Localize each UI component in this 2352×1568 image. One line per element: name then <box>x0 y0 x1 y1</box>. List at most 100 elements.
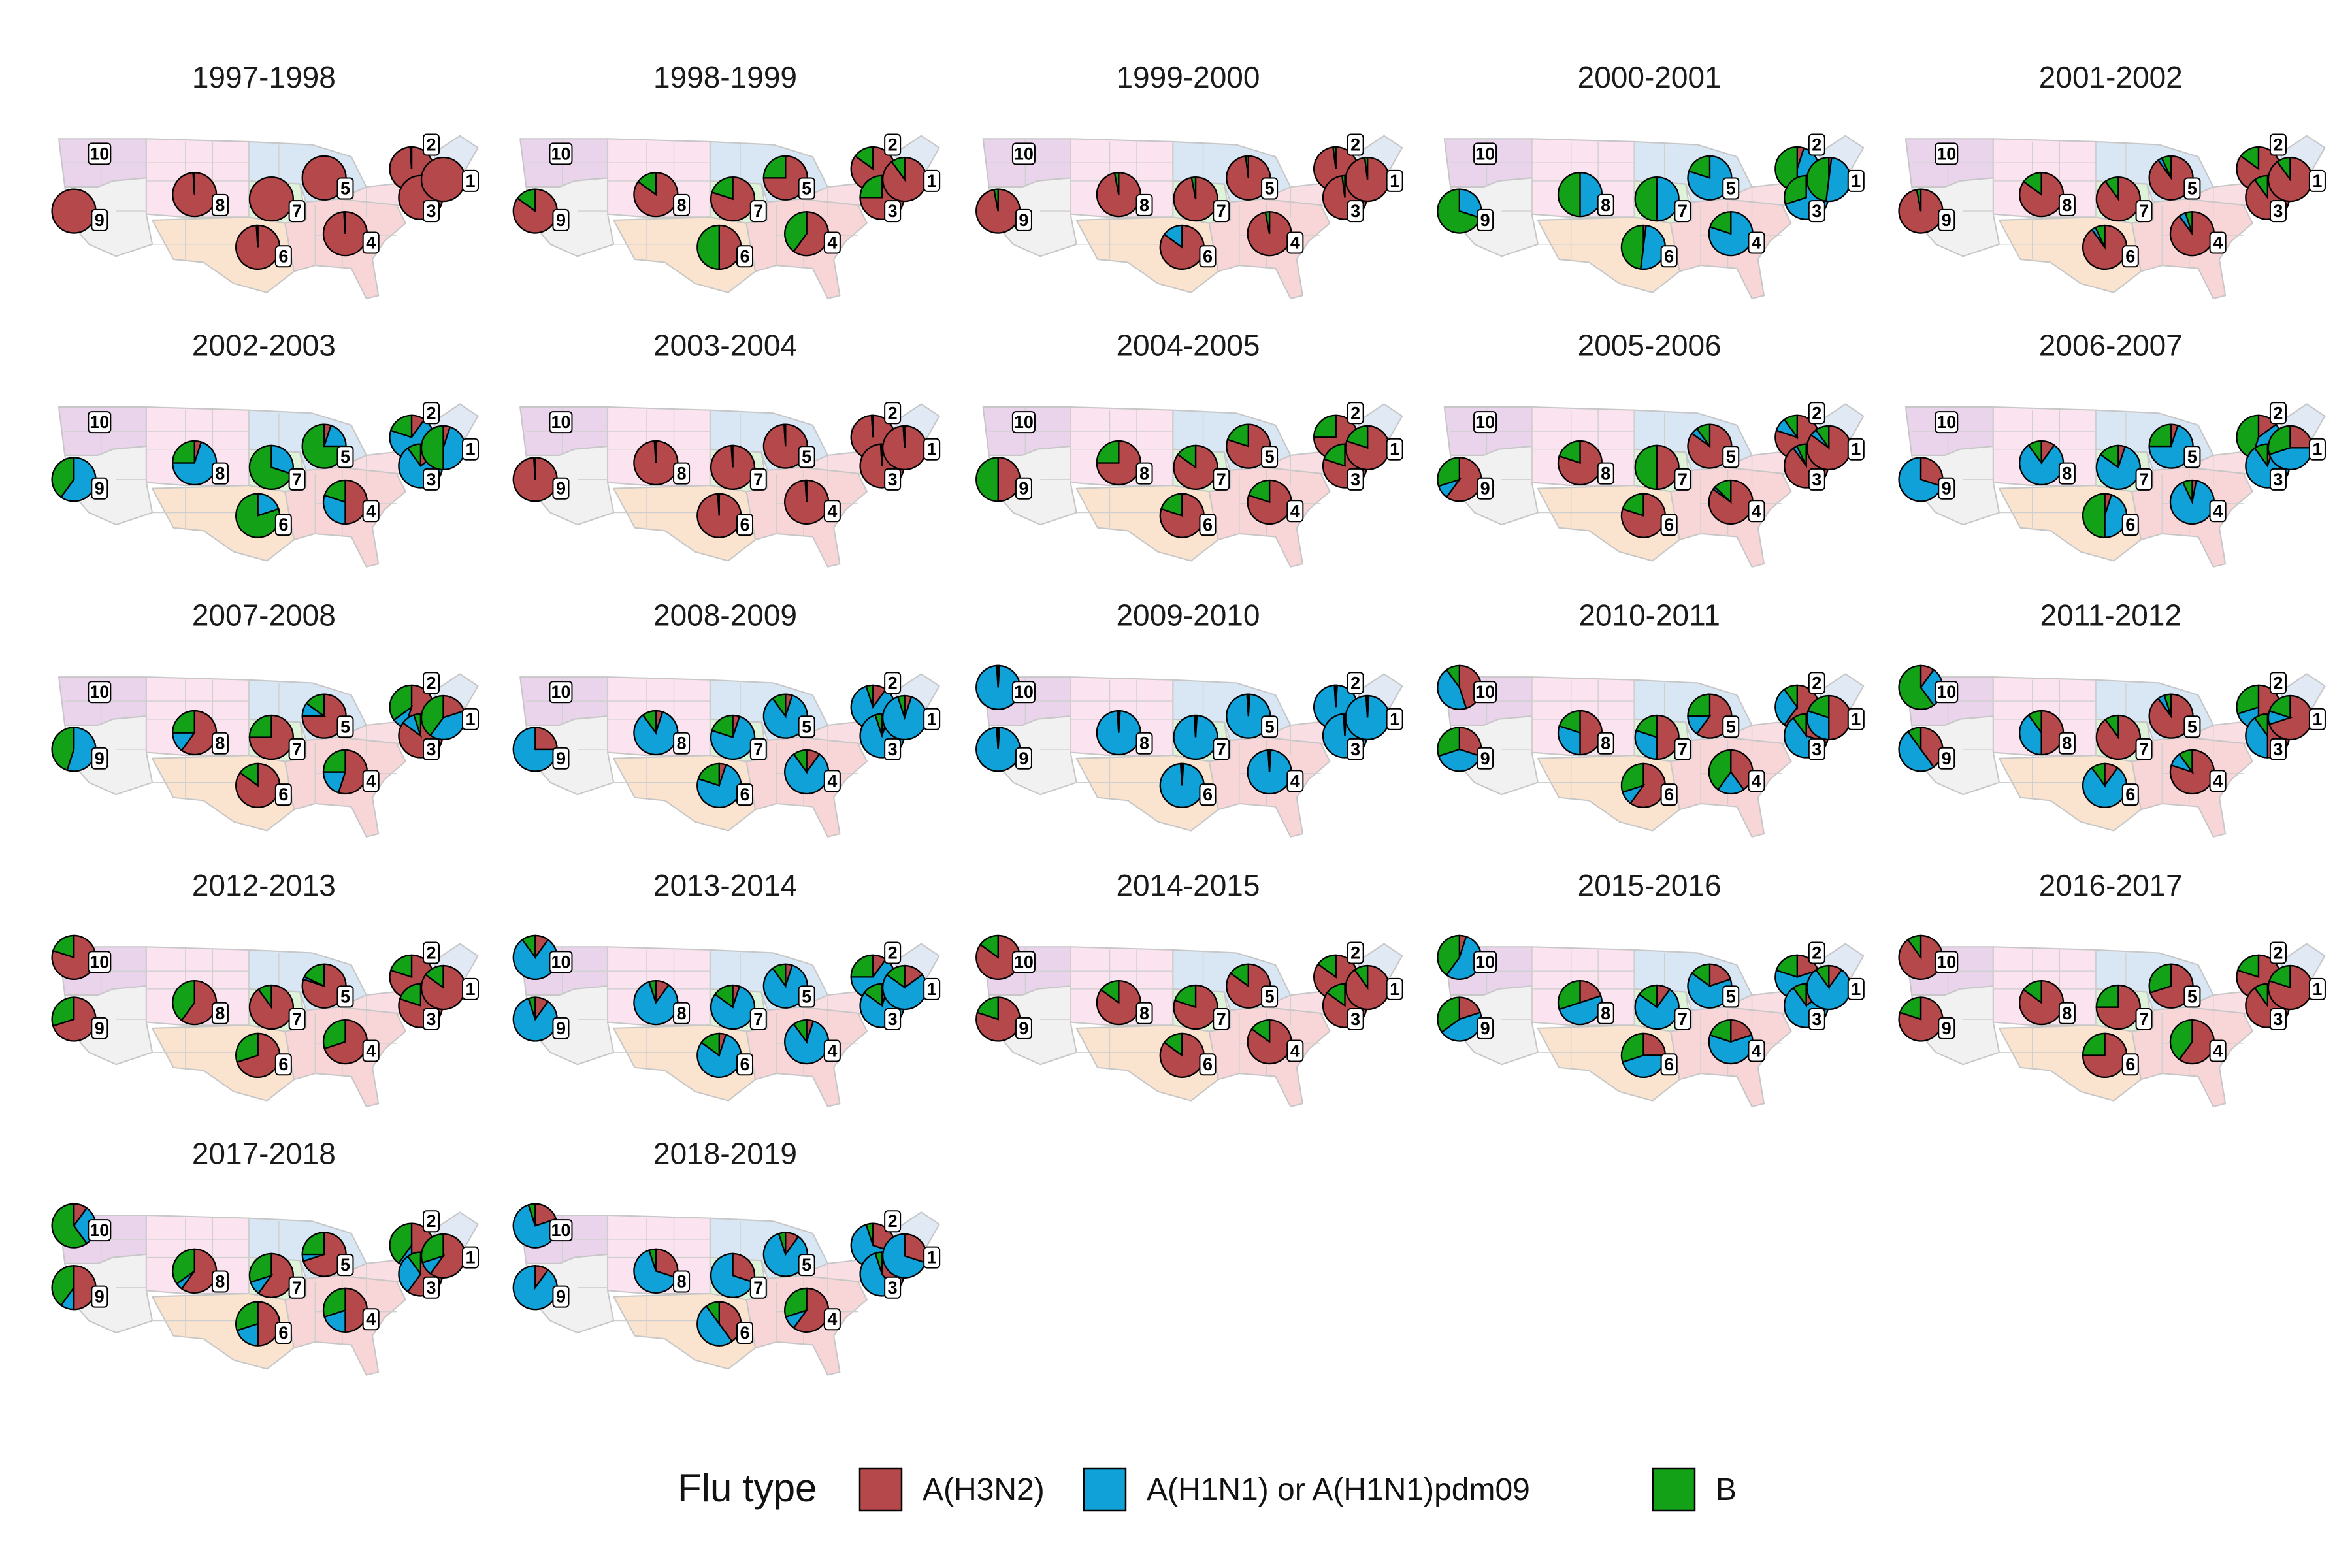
panel-title: 2017-2018 <box>192 1137 336 1171</box>
region-10-label: 10 <box>1014 412 1034 432</box>
region-6-label-box <box>1660 1053 1678 1076</box>
region-6-label-box <box>736 783 754 806</box>
panel-2013-2014: 2013-2014 1 2 3 4 5 6 7 8 9 10 <box>512 868 941 1107</box>
pie-region-7-slice-2 <box>1177 444 1197 469</box>
region-5-label-box <box>2183 446 2201 468</box>
pie-region-6-slice-2 <box>2094 224 2106 248</box>
region-6-label-box <box>2121 245 2139 268</box>
pie-region-6-slice-2 <box>235 1301 259 1331</box>
panel-2009-2010: 2009-2010 1 2 3 4 5 6 7 8 9 10 <box>975 598 1403 838</box>
pie-region-8-slice-2 <box>1557 172 1581 218</box>
region-8-label: 8 <box>1601 195 1610 215</box>
region-2-label-box <box>1808 941 1825 964</box>
pie-region-4-slice-2 <box>792 1019 808 1045</box>
pie-region-4-slice-2 <box>1267 749 1271 772</box>
region-1-label-box <box>1847 708 1865 730</box>
region-1-label-box <box>923 169 941 192</box>
region-8-label: 8 <box>1139 1004 1149 1023</box>
region-6-label-box <box>1199 783 1217 806</box>
pie-region-3-slice-2 <box>2253 983 2268 1008</box>
pie-region-5-slice-2 <box>772 693 787 719</box>
region-8-label: 8 <box>2062 734 2072 753</box>
region-10-label-box <box>1935 411 1959 434</box>
region-5-label-box <box>798 446 815 468</box>
pie-region-5-slice-2 <box>2161 155 2172 178</box>
pie-region-9-slice-2 <box>996 727 999 750</box>
panel-title: 1997-1998 <box>192 60 336 94</box>
region-2-label-box <box>423 941 440 964</box>
region-1-label: 1 <box>2312 710 2322 729</box>
region-8-label: 8 <box>2062 1004 2072 1023</box>
region-1-label-box <box>2308 977 2326 1000</box>
region-3-label-box <box>884 468 902 491</box>
pie-region-5-slice-2 <box>2163 693 2172 717</box>
panel-2014-2015: 2014-2015 1 2 3 4 5 6 7 8 9 10 <box>975 868 1403 1107</box>
pie-region-5-slice-2 <box>777 1232 787 1255</box>
region-3-label-box <box>1347 1008 1364 1031</box>
region-9-label: 9 <box>556 210 566 230</box>
region-7-label: 7 <box>2139 740 2149 759</box>
region-7-label-box <box>2135 468 2153 491</box>
region-7-label-box <box>1213 200 1230 223</box>
region-10-label-box <box>88 951 112 973</box>
pie-region-4-slice-2 <box>2184 211 2193 235</box>
region-1-label: 1 <box>927 440 937 459</box>
pie-region-5-slice-1 <box>1226 693 1271 739</box>
region-1-label: 1 <box>1390 440 1399 459</box>
region-6-label: 6 <box>278 246 288 266</box>
pie-region-9-slice-2 <box>1437 727 1460 757</box>
region-8-label: 8 <box>1601 464 1610 483</box>
pie-region-6-slice-2 <box>1160 493 1183 517</box>
pie-region-6-slice-2 <box>696 224 720 270</box>
legend-title: Flu type <box>678 1466 817 1510</box>
region-1-label: 1 <box>465 1248 475 1267</box>
region-1-label-box <box>2308 438 2326 461</box>
pie-region-1-slice-1 <box>882 696 928 741</box>
region-4-label: 4 <box>1290 1041 1300 1060</box>
region-9-label: 9 <box>556 1019 566 1038</box>
pie-region-1-slice-0 <box>420 157 466 203</box>
region-9-label-box <box>1938 208 1955 231</box>
pie-region-1-slice-2 <box>902 425 906 448</box>
pie-region-7-slice-2 <box>1193 714 1197 738</box>
region-1-label-box <box>2308 708 2326 730</box>
region-2-label-box <box>884 133 902 156</box>
region-9-label-box <box>552 1285 570 1308</box>
pie-region-7-slice-2 <box>1635 714 1658 739</box>
pie-region-4-slice-2 <box>1708 211 1732 235</box>
region-5-label: 5 <box>340 717 350 736</box>
region-9-label-box <box>1477 747 1494 770</box>
pie-region-8-slice-2 <box>1558 440 1581 465</box>
pie-region-8-slice-2 <box>637 172 657 196</box>
pie-region-9-slice-1 <box>512 1265 558 1311</box>
region-1-label-box <box>1386 977 1403 1000</box>
region-6-label: 6 <box>2125 1054 2135 1074</box>
region-10-label: 10 <box>551 1220 570 1240</box>
region-10-label-box <box>1473 411 1497 434</box>
pie-region-2-slice-2 <box>1783 414 1798 440</box>
region-1-label: 1 <box>2312 440 2322 459</box>
pie-region-1-slice-2 <box>885 964 906 989</box>
pie-region-7-slice-1 <box>1656 176 1680 222</box>
pie-region-3-slice-2 <box>2253 713 2268 738</box>
pie-region-7-slice-2 <box>713 984 734 1009</box>
region-2-label-box <box>1808 402 1825 425</box>
pie-region-9-slice-2 <box>51 1265 75 1307</box>
region-4-label: 4 <box>827 501 837 521</box>
pie-region-8-slice-2 <box>2027 440 2042 466</box>
region-1-label: 1 <box>1851 440 1861 459</box>
region-1-label: 1 <box>465 979 475 999</box>
region-1-label: 1 <box>1390 710 1399 729</box>
region-4-label-box <box>823 1308 841 1331</box>
panel-2007-2008: 2007-2008 1 2 3 4 5 6 7 8 9 10 <box>51 598 480 838</box>
pie-region-1-slice-2 <box>1814 964 1830 990</box>
region-2-label: 2 <box>2273 135 2283 155</box>
pie-region-4-slice-2 <box>1250 1019 1271 1043</box>
pie-region-3-slice-2 <box>1341 174 1346 198</box>
panel-1997-1998: 1997-1998 1 2 3 4 5 6 7 8 9 10 <box>51 60 480 299</box>
pie-region-3-slice-2 <box>874 713 883 736</box>
region-8-label-box <box>2058 462 2076 485</box>
pie-region-5-slice-2 <box>1245 155 1249 178</box>
region-8-label-box <box>2058 1002 2076 1024</box>
region-5-label-box <box>1261 446 1279 468</box>
